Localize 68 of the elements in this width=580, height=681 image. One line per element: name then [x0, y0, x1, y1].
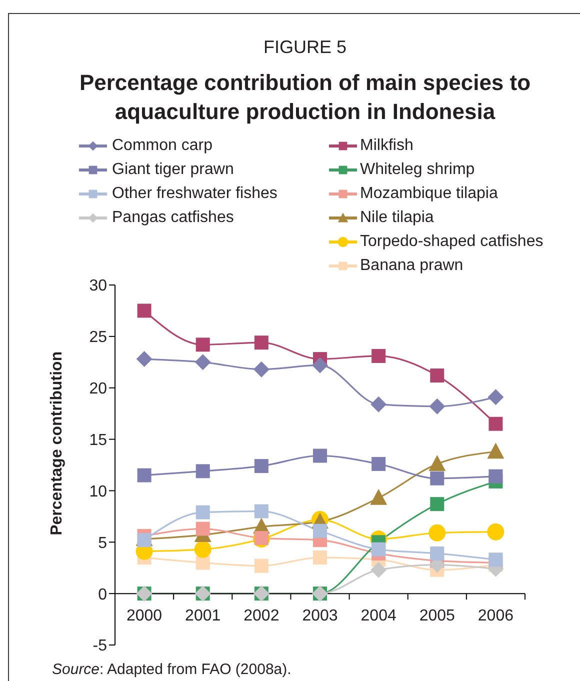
legend-label: Common carp	[112, 137, 212, 155]
legend-label: Torpedo-shaped catfishes	[360, 233, 544, 251]
y-tick-label: -5	[92, 638, 108, 655]
point	[312, 357, 328, 374]
source-note: Source: Adapted from FAO (2008a).	[52, 661, 292, 678]
point	[372, 456, 386, 471]
y-tick-label: 10	[89, 483, 108, 500]
point	[194, 540, 212, 558]
point	[196, 338, 210, 352]
point	[196, 556, 210, 570]
point	[313, 448, 327, 463]
point	[372, 542, 386, 556]
point	[196, 522, 210, 536]
legend-label: Other freshwater fishes	[112, 185, 278, 203]
y-tick-label: 0	[98, 586, 108, 604]
point	[488, 389, 504, 406]
y-tick-label: 25	[89, 329, 108, 346]
point	[428, 454, 446, 471]
point	[430, 546, 444, 560]
point	[430, 368, 444, 383]
chart-subtitle: FIGURE 5	[262, 36, 348, 58]
x-tick-label: 2002	[244, 608, 280, 625]
point	[196, 505, 210, 520]
point	[372, 348, 386, 363]
point	[196, 464, 210, 478]
point	[254, 336, 268, 350]
legend-label: Milkfish	[360, 137, 414, 155]
x-tick-label: 2000	[126, 608, 162, 625]
legend-label: Mozambique tilapia	[360, 185, 498, 203]
legend-label: Nile tilapia	[360, 209, 434, 227]
x-tick-label: 2004	[360, 608, 396, 625]
point	[194, 354, 211, 370]
point	[370, 488, 388, 505]
chart-title: Percentage contribution of main species to aquaculture production in Indonesia	[78, 69, 532, 126]
point	[430, 471, 444, 486]
point	[253, 361, 270, 378]
x-tick-label: 2005	[419, 608, 456, 625]
point	[254, 459, 268, 474]
legend-label: Banana prawn	[360, 257, 464, 275]
legend-label: Giant tiger prawn	[112, 161, 234, 179]
legend-label: Pangas catfishes	[112, 209, 234, 227]
point	[488, 552, 503, 567]
x-tick-label: 2003	[302, 608, 338, 625]
point	[487, 523, 504, 540]
point	[137, 304, 152, 318]
y-axis-title: Percentage contribution	[48, 351, 66, 536]
x-tick-label: 2006	[478, 608, 514, 625]
point	[370, 562, 387, 578]
point	[428, 524, 446, 542]
point	[254, 558, 268, 573]
point	[313, 524, 327, 538]
y-tick-label: 30	[89, 278, 108, 295]
point	[136, 351, 152, 368]
y-tick-label: 5	[98, 534, 108, 552]
point	[313, 550, 327, 565]
point	[254, 504, 268, 518]
point	[429, 398, 446, 414]
point	[137, 468, 152, 482]
point	[370, 396, 387, 412]
legend-label: Whiteleg shrimp	[360, 161, 475, 179]
point	[137, 533, 152, 548]
y-tick-label: 15	[89, 432, 108, 449]
point	[430, 497, 444, 512]
point	[488, 469, 503, 484]
point	[487, 442, 504, 459]
y-tick-label: 20	[89, 380, 108, 398]
x-tick-label: 2001	[185, 608, 221, 625]
point	[488, 416, 503, 431]
